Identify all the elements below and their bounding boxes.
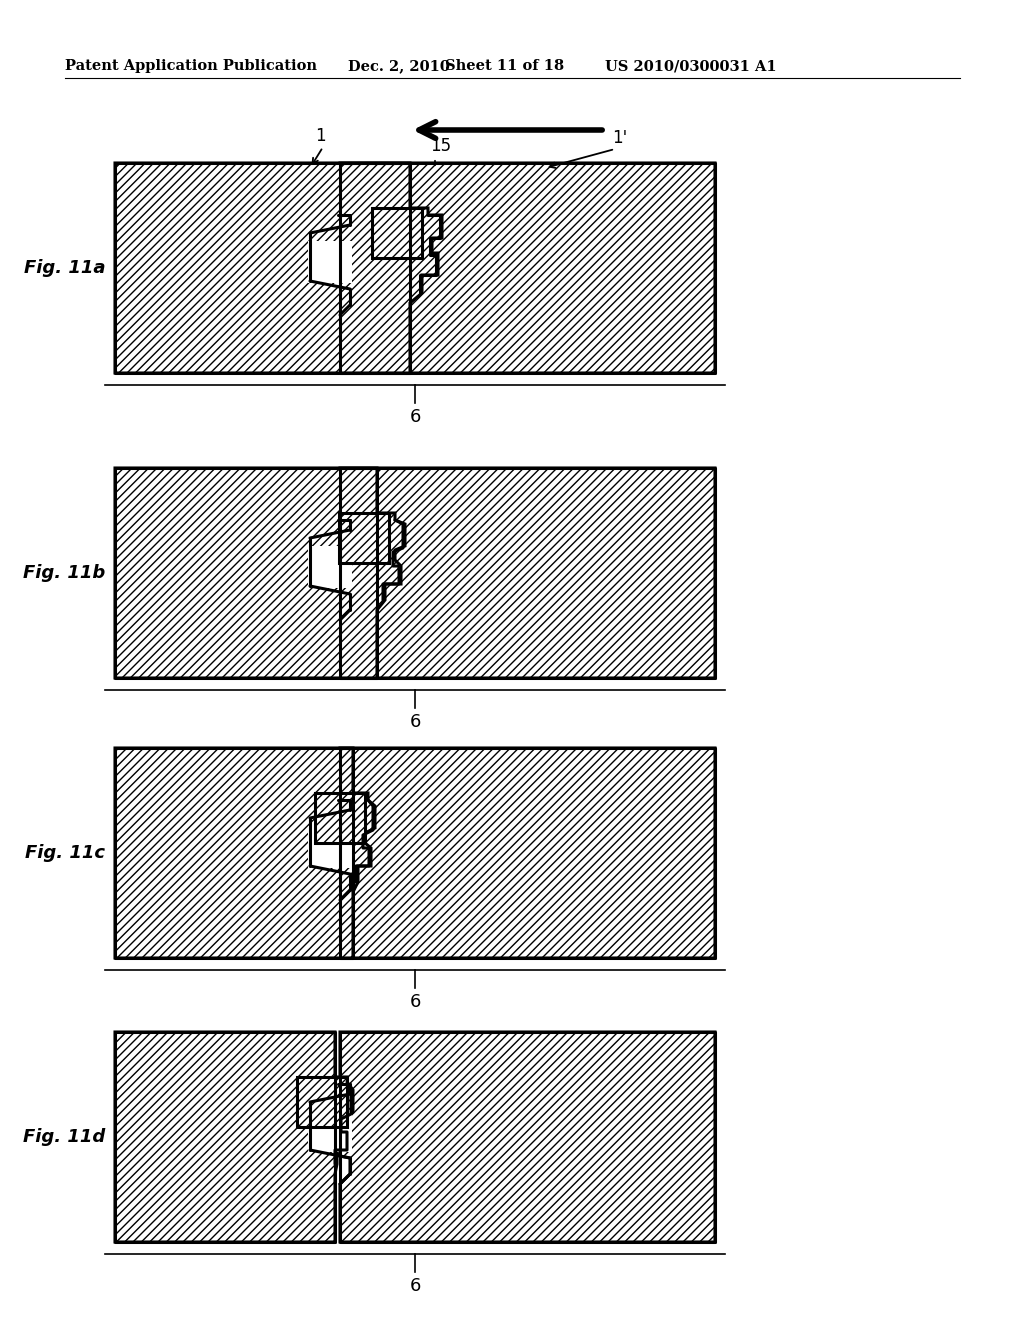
Polygon shape — [310, 1032, 715, 1242]
Polygon shape — [115, 162, 442, 374]
Polygon shape — [315, 793, 365, 843]
Text: 6: 6 — [410, 408, 421, 426]
Polygon shape — [115, 469, 406, 678]
Polygon shape — [372, 209, 422, 257]
Polygon shape — [310, 162, 715, 374]
Text: 15: 15 — [430, 137, 452, 154]
Text: 6: 6 — [410, 993, 421, 1011]
Polygon shape — [308, 546, 352, 587]
Polygon shape — [308, 242, 352, 282]
Polygon shape — [115, 1032, 353, 1242]
Polygon shape — [310, 469, 715, 678]
Text: Fig. 11c: Fig. 11c — [25, 843, 105, 862]
Text: 1: 1 — [315, 127, 326, 145]
Text: Fig. 11a: Fig. 11a — [24, 259, 105, 277]
Text: Dec. 2, 2010: Dec. 2, 2010 — [348, 59, 450, 73]
Text: 1': 1' — [612, 129, 628, 147]
Polygon shape — [115, 748, 375, 958]
Text: Fig. 11b: Fig. 11b — [23, 564, 105, 582]
Text: Sheet 11 of 18: Sheet 11 of 18 — [445, 59, 564, 73]
Text: 6: 6 — [410, 1276, 421, 1295]
Text: US 2010/0300031 A1: US 2010/0300031 A1 — [605, 59, 776, 73]
Polygon shape — [339, 513, 389, 564]
Text: 6: 6 — [410, 713, 421, 731]
Polygon shape — [308, 1110, 352, 1152]
Text: Fig. 11d: Fig. 11d — [23, 1129, 105, 1146]
Text: Patent Application Publication: Patent Application Publication — [65, 59, 317, 73]
Polygon shape — [310, 748, 715, 958]
Polygon shape — [308, 826, 352, 869]
Polygon shape — [297, 1077, 347, 1127]
